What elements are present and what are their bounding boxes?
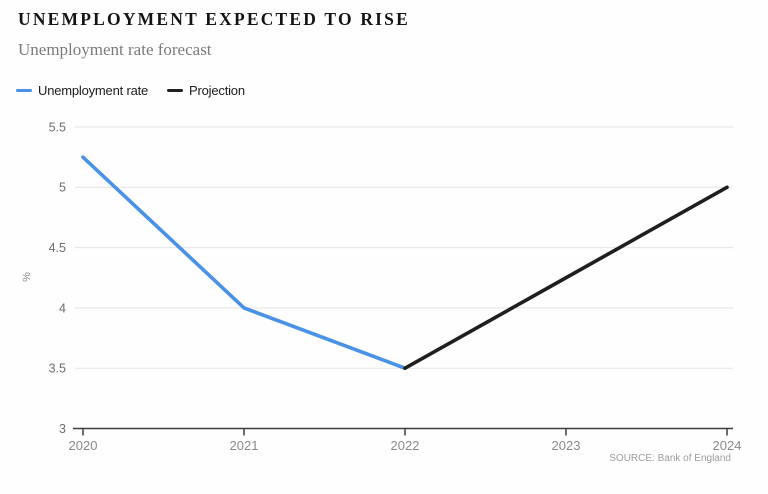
- unemployment-rate-line-swatch: [16, 88, 32, 93]
- series-line-unemployment-rate: [81, 155, 407, 371]
- x-tick-label: 2021: [230, 438, 259, 453]
- x-tick-label: 2024: [713, 438, 742, 453]
- chart-legend: Unemployment rate Projection: [16, 83, 245, 98]
- legend-label: Projection: [189, 83, 245, 98]
- projection-line-swatch: [167, 88, 184, 93]
- line-chart: 3 3.5 4 4.5 5 5.5 2020 2021 2022 2023 2024%: [21, 120, 742, 453]
- page-title: UNEMPLOYMENT EXPECTED TO RISE: [18, 9, 410, 29]
- x-tick-label: 2022: [391, 438, 420, 453]
- y-tick-label: 5.5: [49, 120, 66, 134]
- series-line-projection: [403, 185, 729, 371]
- legend-item-projection: Projection: [167, 83, 245, 98]
- y-tick-label: 4: [59, 301, 66, 315]
- y-tick-label: 3.5: [49, 362, 66, 376]
- page-subtitle: Unemployment rate forecast: [18, 40, 212, 59]
- y-tick-label: 5: [59, 181, 66, 195]
- source-attribution: SOURCE: Bank of England: [609, 453, 731, 464]
- legend-item-unemployment-rate: Unemployment rate: [16, 83, 148, 98]
- x-tick-label: 2020: [69, 438, 98, 453]
- legend-label: Unemployment rate: [38, 83, 149, 98]
- y-tick-label: 4.5: [49, 241, 66, 255]
- x-tick-label: 2023: [552, 438, 581, 453]
- y-axis-label: %: [21, 272, 33, 282]
- y-tick-label: 3: [59, 422, 66, 436]
